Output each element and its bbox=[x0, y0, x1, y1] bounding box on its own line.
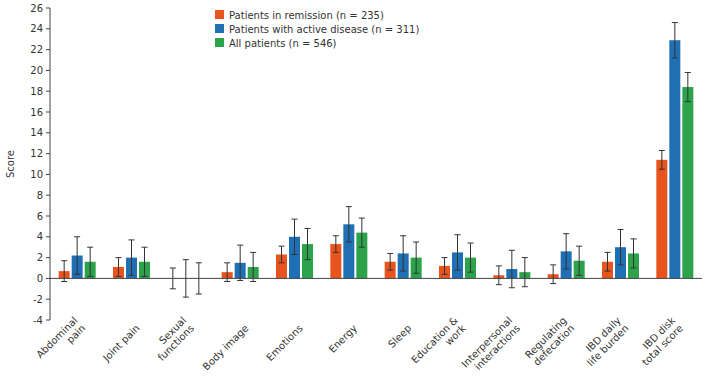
error-bar bbox=[659, 150, 665, 169]
legend-swatch bbox=[215, 10, 224, 19]
x-tick-label: Sleep bbox=[386, 322, 413, 349]
y-tick-label: 14 bbox=[30, 127, 43, 138]
y-tick bbox=[46, 257, 50, 258]
x-axis bbox=[50, 278, 702, 279]
bar bbox=[682, 87, 693, 278]
x-tick-label: IBD dailylife burden bbox=[577, 315, 631, 369]
error-bar bbox=[129, 240, 135, 275]
error-bar bbox=[468, 243, 474, 272]
error-bar bbox=[522, 258, 528, 287]
y-tick bbox=[46, 91, 50, 92]
legend-label: Patients with active disease (n = 311) bbox=[229, 24, 419, 35]
x-tick-label: Sexualfunctions bbox=[148, 315, 196, 363]
x-tick-label: Abdominalpain bbox=[34, 315, 87, 368]
error-bar bbox=[685, 72, 691, 101]
error-bar bbox=[387, 253, 393, 270]
y-tick-label: 22 bbox=[30, 44, 43, 55]
y-tick bbox=[46, 70, 50, 71]
error-bar bbox=[116, 258, 122, 277]
y-tick bbox=[46, 195, 50, 196]
legend-label: All patients (n = 546) bbox=[229, 38, 337, 49]
y-tick-label: 20 bbox=[30, 65, 43, 76]
error-bar bbox=[359, 218, 365, 247]
error-bar bbox=[87, 247, 93, 276]
legend-label: Patients in remission (n = 235) bbox=[229, 10, 384, 21]
error-bar bbox=[631, 239, 637, 268]
y-tick-label: 4 bbox=[37, 231, 43, 242]
y-tick-label: -2 bbox=[33, 294, 43, 305]
y-tick-label: 8 bbox=[37, 190, 43, 201]
error-bar bbox=[346, 207, 352, 242]
plot-area bbox=[59, 23, 694, 298]
y-axis-label: Score bbox=[5, 150, 16, 178]
y-tick bbox=[46, 28, 50, 29]
y-tick bbox=[46, 153, 50, 154]
y-tick bbox=[46, 278, 50, 279]
x-tick-label: Joint pain bbox=[100, 322, 142, 364]
error-bar bbox=[74, 237, 80, 274]
error-bar bbox=[550, 265, 556, 284]
error-bar bbox=[400, 236, 406, 271]
y-tick-label: 0 bbox=[37, 273, 43, 284]
x-tick-label: IBD disktotal score bbox=[632, 315, 685, 368]
y-tick-label: 6 bbox=[37, 211, 43, 222]
y-tick bbox=[46, 132, 50, 133]
error-bar bbox=[605, 252, 611, 271]
y-tick bbox=[46, 112, 50, 113]
y-tick-label: 12 bbox=[30, 148, 43, 159]
bar bbox=[656, 160, 667, 279]
error-bar bbox=[496, 266, 502, 285]
y-tick-label: 16 bbox=[30, 107, 43, 118]
chart: -4-202468101214161820222426ScoreAbdomina… bbox=[0, 0, 708, 386]
y-tick-label: 24 bbox=[30, 23, 43, 34]
y-tick-label: 26 bbox=[30, 3, 43, 14]
error-bar bbox=[618, 230, 624, 265]
error-bar bbox=[305, 228, 311, 259]
error-bar bbox=[576, 246, 582, 275]
error-bar bbox=[142, 247, 148, 276]
y-tick bbox=[46, 320, 50, 321]
error-bar bbox=[250, 252, 256, 281]
x-tick-label: Regulatingdefecation bbox=[523, 315, 576, 368]
y-tick bbox=[46, 216, 50, 217]
error-bar bbox=[333, 236, 339, 253]
y-tick bbox=[46, 8, 50, 9]
y-tick bbox=[46, 174, 50, 175]
x-tick-label: Body image bbox=[201, 322, 251, 372]
x-tick-label: Interpersonalinteractions bbox=[459, 315, 522, 378]
error-bar bbox=[413, 242, 419, 273]
legend-swatch bbox=[215, 24, 224, 33]
error-bar bbox=[563, 234, 569, 269]
error-bar bbox=[442, 258, 448, 275]
error-bar bbox=[509, 250, 515, 287]
x-tick-label: Energy bbox=[327, 322, 360, 355]
error-bar bbox=[455, 235, 461, 270]
error-bar bbox=[672, 23, 678, 58]
x-tick-label: Education &work bbox=[409, 315, 468, 374]
y-tick-label: 10 bbox=[30, 169, 43, 180]
y-tick-label: 18 bbox=[30, 86, 43, 97]
error-bar bbox=[279, 246, 285, 263]
y-axis bbox=[50, 8, 51, 320]
x-tick-label: Emotions bbox=[264, 322, 305, 363]
y-tick bbox=[46, 299, 50, 300]
y-tick bbox=[46, 236, 50, 237]
y-tick-label: -4 bbox=[33, 315, 43, 326]
legend-swatch bbox=[215, 38, 224, 47]
error-bar bbox=[237, 245, 243, 280]
y-tick bbox=[46, 49, 50, 50]
error-bar bbox=[292, 219, 298, 254]
bar bbox=[669, 40, 680, 278]
y-tick-label: 2 bbox=[37, 252, 43, 263]
